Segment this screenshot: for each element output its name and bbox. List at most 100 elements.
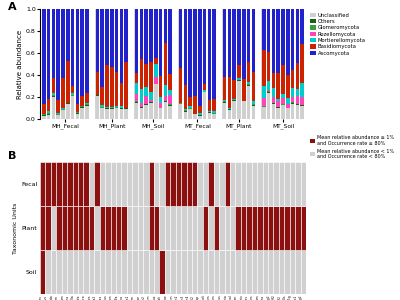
Bar [230, 206, 236, 250]
Bar [286, 104, 290, 108]
Bar [188, 108, 192, 109]
Bar [291, 104, 294, 119]
Bar [223, 100, 226, 101]
Bar [188, 9, 192, 98]
Bar [164, 96, 167, 100]
Bar [160, 206, 165, 250]
Bar [242, 100, 246, 101]
Bar [122, 250, 127, 294]
Bar [76, 112, 79, 113]
Bar [71, 93, 74, 94]
Bar [257, 206, 262, 250]
Text: A: A [8, 2, 17, 12]
Bar [203, 206, 208, 250]
Bar [110, 9, 114, 67]
Bar [100, 162, 105, 206]
Bar [66, 61, 70, 103]
Bar [159, 108, 162, 119]
Bar [296, 89, 299, 96]
Bar [96, 9, 99, 72]
Bar [159, 76, 162, 97]
Bar [135, 103, 138, 119]
Bar [257, 250, 262, 294]
Bar [168, 106, 172, 119]
Bar [110, 107, 114, 108]
Bar [140, 59, 143, 89]
Bar [122, 162, 127, 206]
Bar [164, 100, 167, 101]
Bar [140, 103, 143, 107]
Bar [262, 250, 268, 294]
Bar [100, 206, 105, 250]
Bar [291, 9, 294, 70]
Bar [154, 84, 158, 119]
Bar [120, 82, 123, 106]
Bar [61, 110, 65, 119]
Bar [105, 107, 109, 108]
Bar [67, 206, 72, 250]
Bar [165, 162, 170, 206]
Bar [232, 99, 236, 100]
Bar [144, 96, 148, 104]
Y-axis label: Taxonomic Units: Taxonomic Units [13, 202, 18, 254]
Bar [85, 103, 89, 104]
Bar [72, 162, 78, 206]
Bar [132, 162, 138, 206]
Bar [105, 108, 109, 109]
Bar [268, 206, 274, 250]
Bar [214, 162, 219, 206]
Bar [154, 77, 158, 84]
Bar [257, 162, 262, 206]
Bar [286, 108, 290, 119]
Bar [281, 105, 285, 119]
Bar [52, 96, 55, 97]
Bar [100, 107, 104, 108]
Bar [223, 9, 226, 77]
Bar [262, 162, 268, 206]
Bar [143, 250, 148, 294]
Bar [61, 9, 65, 78]
Bar [47, 114, 50, 115]
Bar [176, 250, 181, 294]
Bar [276, 9, 280, 73]
Bar [272, 103, 275, 104]
Bar [212, 9, 216, 99]
Bar [159, 9, 162, 76]
Bar [281, 94, 285, 98]
Bar [212, 99, 216, 111]
Bar [100, 108, 104, 119]
Bar [184, 109, 187, 110]
Bar [94, 250, 100, 294]
Bar [85, 9, 89, 93]
Bar [154, 9, 158, 58]
Bar [281, 104, 285, 105]
Bar [47, 115, 50, 119]
Bar [300, 206, 306, 250]
Bar [105, 109, 109, 119]
Bar [170, 250, 176, 294]
Bar [188, 98, 192, 106]
Bar [198, 115, 202, 116]
Bar [193, 9, 197, 96]
Bar [284, 250, 290, 294]
Bar [160, 162, 165, 206]
Bar [89, 162, 94, 206]
Bar [286, 75, 290, 98]
Bar [84, 206, 89, 250]
Bar [46, 162, 51, 206]
Bar [192, 206, 198, 250]
Bar [138, 206, 143, 250]
Bar [51, 206, 56, 250]
Bar [52, 95, 55, 96]
Bar [42, 115, 46, 116]
Bar [85, 106, 89, 119]
Bar [267, 52, 270, 81]
Bar [212, 113, 216, 114]
Bar [78, 162, 84, 206]
Bar [100, 105, 104, 107]
Bar [52, 9, 55, 79]
Bar [176, 206, 181, 250]
Bar [168, 95, 172, 104]
Bar [262, 106, 266, 107]
Bar [246, 250, 252, 294]
